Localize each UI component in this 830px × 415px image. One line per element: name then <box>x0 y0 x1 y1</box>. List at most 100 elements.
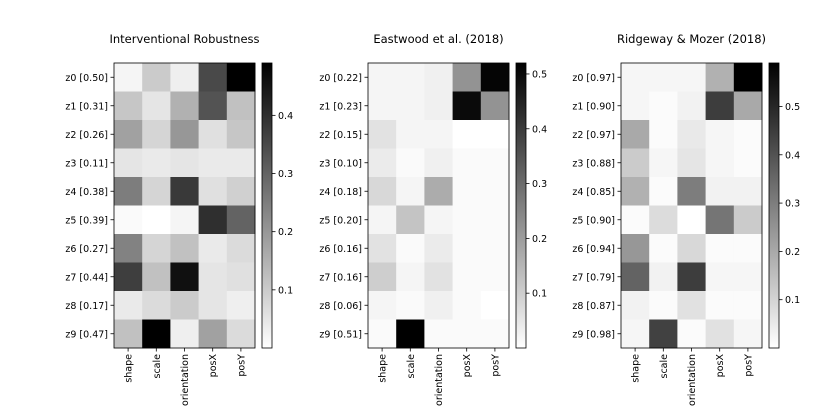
heatmap-cell <box>114 91 143 121</box>
colorbar-tick-label: 0.3 <box>532 179 547 190</box>
heatmap-cell <box>368 91 397 121</box>
colorbar-tick-label: 0.4 <box>532 124 547 135</box>
heatmap-cell <box>368 262 397 292</box>
heatmap-cell <box>226 63 256 92</box>
colorbar-tick-label: 0.3 <box>785 199 800 210</box>
heatmap-cell <box>114 205 143 235</box>
colorbar-tick-label: 0.1 <box>532 289 547 300</box>
x-tick-label: scale <box>152 354 163 379</box>
chart-title: Eastwood et al. (2018) <box>373 32 503 46</box>
heatmap-cell <box>621 291 650 320</box>
heatmap-cell <box>733 120 763 149</box>
y-tick-label: z7 [0.16] <box>319 272 362 283</box>
y-tick-label: z1 [0.31] <box>65 101 108 112</box>
heatmap-cell <box>480 291 510 320</box>
heatmap-cell <box>198 91 228 121</box>
heatmap-cell <box>480 234 510 263</box>
heatmap-cell <box>226 319 256 349</box>
y-tick-label: z5 [0.20] <box>319 215 362 226</box>
heatmap-cell <box>733 148 763 178</box>
heatmap-cell <box>733 319 763 349</box>
heatmap-cell <box>226 291 256 320</box>
x-tick-label: posY <box>236 354 247 377</box>
heatmap-cell <box>621 234 650 263</box>
heatmap-cell <box>142 91 171 121</box>
heatmap-cell <box>226 205 256 235</box>
heatmap-cell <box>677 120 706 149</box>
heatmap-cell <box>142 177 171 206</box>
heatmap-cell <box>142 63 171 92</box>
x-tick-label: posY <box>743 354 754 377</box>
y-tick-label: z1 [0.23] <box>319 101 362 112</box>
x-tick-label: scale <box>659 354 670 379</box>
x-tick-label: posX <box>208 354 219 378</box>
y-tick-label: z7 [0.79] <box>572 272 615 283</box>
heatmap-cell <box>198 177 228 206</box>
heatmap-cell <box>396 120 425 149</box>
heatmap-cell <box>114 177 143 206</box>
heatmap-cell <box>649 234 678 263</box>
heatmap-cell <box>396 262 425 292</box>
heatmap-cell <box>480 120 510 149</box>
heatmap-cell <box>368 177 397 206</box>
y-tick-label: z0 [0.22] <box>319 73 362 84</box>
y-tick-label: z2 [0.15] <box>319 130 362 141</box>
x-tick-label: posX <box>462 354 473 378</box>
heatmap-cell <box>170 319 199 349</box>
heatmap-cell <box>649 91 678 121</box>
y-tick-label: z7 [0.44] <box>65 272 108 283</box>
x-tick-label: posX <box>715 354 726 378</box>
heatmap-cell <box>368 63 397 92</box>
heatmap-cell <box>621 91 650 121</box>
heatmap-cell <box>733 63 763 92</box>
colorbar-tick-label: 0.5 <box>785 102 800 113</box>
heatmap-cell <box>705 63 735 92</box>
y-tick-label: z3 [0.11] <box>65 158 108 169</box>
heatmap-cell <box>452 291 482 320</box>
heatmap-cell <box>396 148 425 178</box>
colorbar-tick-label: 0.2 <box>278 227 293 238</box>
heatmap-cell <box>424 91 453 121</box>
heatmap-cell <box>452 234 482 263</box>
heatmap-cell <box>226 262 256 292</box>
heatmap-cell <box>198 120 228 149</box>
heatmap-cell <box>396 291 425 320</box>
y-tick-label: z0 [0.50] <box>65 73 108 84</box>
heatmap-cell <box>705 234 735 263</box>
heatmap-cell <box>142 262 171 292</box>
heatmap-cell <box>396 177 425 206</box>
heatmap-cell <box>649 205 678 235</box>
colorbar-tick-label: 0.2 <box>532 234 547 245</box>
colorbar-tick-label: 0.4 <box>785 150 800 161</box>
heatmap-cell <box>452 91 482 121</box>
heatmap-cell <box>226 177 256 206</box>
heatmap-cell <box>226 91 256 121</box>
heatmap-panel-2: Eastwood et al. (2018) z0 [0.22] z1 [0.23]… <box>319 32 547 406</box>
heatmap-cell <box>396 63 425 92</box>
heatmap-cell <box>114 63 143 92</box>
heatmap-cell <box>424 291 453 320</box>
heatmap-cell <box>424 262 453 292</box>
heatmap-cell <box>621 205 650 235</box>
heatmap-cell <box>170 177 199 206</box>
heatmap-cell <box>480 63 510 92</box>
heatmap-cell <box>170 205 199 235</box>
heatmap-cell <box>198 234 228 263</box>
heatmap-cell <box>368 205 397 235</box>
heatmap-cell <box>677 148 706 178</box>
x-tick-label: shape <box>631 354 642 383</box>
heatmap-cell <box>480 91 510 121</box>
heatmap-cell <box>649 63 678 92</box>
heatmap-cell <box>452 148 482 178</box>
heatmap-cell <box>705 262 735 292</box>
heatmap-cell <box>368 291 397 320</box>
heatmap-cell <box>677 91 706 121</box>
heatmap-cell <box>142 120 171 149</box>
y-tick-label: z6 [0.94] <box>572 244 615 255</box>
y-tick-label: z5 [0.90] <box>572 215 615 226</box>
x-tick-label: posY <box>490 354 501 377</box>
heatmap-cell <box>198 262 228 292</box>
colorbar-tick-label: 0.2 <box>785 247 800 258</box>
heatmap-cell <box>142 148 171 178</box>
